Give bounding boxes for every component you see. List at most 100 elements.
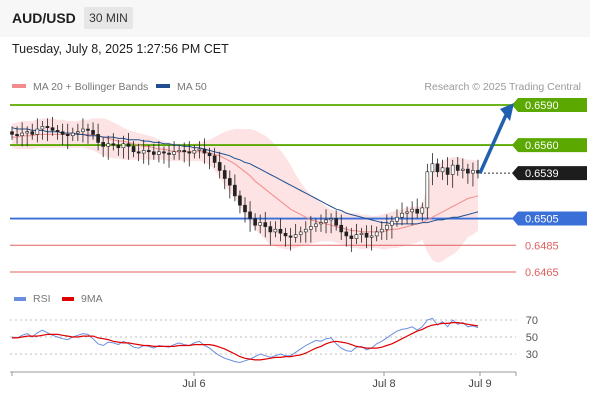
- candle: [303, 221, 308, 243]
- rsi-tick-30: 30: [526, 349, 538, 361]
- rsi-tick-50: 50: [526, 332, 538, 344]
- candle-body: [60, 131, 65, 135]
- candle-body: [435, 163, 440, 173]
- level-tag-0.6505: [512, 211, 587, 226]
- candle-body: [86, 128, 90, 131]
- bollinger-band: [12, 118, 478, 263]
- candle: [248, 201, 252, 232]
- candle: [131, 141, 136, 158]
- candle: [450, 159, 455, 188]
- candle: [258, 214, 263, 234]
- candle: [374, 226, 379, 242]
- candle-body: [324, 219, 328, 223]
- candle: [359, 227, 364, 243]
- level-label-0.6465: 0.6465: [525, 267, 559, 279]
- candle-body: [136, 151, 141, 154]
- candle-body: [415, 208, 420, 214]
- level-tag-0.6539: [512, 166, 587, 181]
- candle: [146, 145, 151, 166]
- rsi-legend-label-1: 9MA: [81, 293, 103, 305]
- candle: [466, 163, 470, 184]
- candle-body: [187, 151, 192, 154]
- candle: [106, 135, 111, 160]
- candle: [162, 146, 166, 164]
- candle: [309, 215, 313, 243]
- candle: [278, 218, 283, 242]
- candle-body: [450, 164, 455, 175]
- candle: [349, 227, 354, 252]
- candle-body: [374, 231, 379, 237]
- candle: [385, 214, 389, 240]
- candle: [379, 221, 384, 240]
- symbol-label: AUD/USD: [12, 10, 76, 26]
- candle-body: [20, 132, 24, 137]
- candle-body: [440, 167, 445, 173]
- level-label-0.6560: 0.6560: [525, 140, 559, 152]
- candle-body: [273, 228, 278, 233]
- rsi-ma-line: [12, 322, 479, 361]
- rsi-legend-label-0: RSI: [33, 293, 51, 305]
- timestamp: Tuesday, July 8, 2025 1:27:56 PM CET: [12, 42, 229, 56]
- candle: [20, 122, 24, 147]
- candle-body: [405, 211, 409, 214]
- candle-body: [45, 126, 50, 129]
- candle-body: [55, 130, 60, 133]
- candle-body: [70, 132, 75, 137]
- credit-text: Research © 2025 Trading Central: [424, 81, 581, 93]
- candle-body: [354, 234, 359, 239]
- candle-body: [111, 143, 116, 146]
- candle-body: [227, 178, 232, 186]
- candle: [136, 143, 141, 162]
- candle-body: [344, 231, 349, 237]
- candle-body: [263, 222, 268, 227]
- candle: [344, 226, 349, 247]
- candle: [263, 211, 268, 238]
- candle-body: [364, 232, 369, 238]
- candle-body: [385, 224, 389, 230]
- candle-body: [369, 235, 374, 238]
- candle: [141, 139, 146, 164]
- timeframe-badge[interactable]: 30 MIN: [84, 7, 133, 29]
- candle: [192, 145, 197, 159]
- candle-body: [30, 131, 35, 135]
- candle-body: [425, 171, 430, 209]
- candle: [334, 210, 338, 231]
- candle-body: [460, 168, 465, 171]
- candle: [420, 202, 425, 222]
- candle-body: [329, 218, 333, 221]
- candle-body: [309, 226, 313, 230]
- candle: [167, 145, 171, 168]
- candle-body: [116, 144, 121, 149]
- candle-body: [400, 212, 404, 218]
- candle: [25, 126, 30, 147]
- candle-body: [121, 143, 126, 149]
- candle: [96, 123, 100, 151]
- candle-body: [50, 127, 55, 131]
- candle: [202, 138, 207, 164]
- level-label-0.6505: 0.6505: [525, 214, 559, 226]
- candle: [233, 174, 237, 202]
- ma20-line: [12, 133, 479, 233]
- candle: [430, 153, 435, 186]
- candle-body: [91, 130, 95, 135]
- candle-body: [390, 220, 394, 226]
- candle-body: [420, 207, 425, 214]
- candle: [354, 223, 359, 244]
- candle: [268, 221, 273, 246]
- candle: [369, 225, 374, 251]
- candle: [177, 145, 181, 160]
- candle: [217, 151, 222, 179]
- projection-arrow-shaft: [478, 114, 508, 174]
- candle: [111, 133, 116, 151]
- candle-body: [172, 151, 176, 155]
- candle-body: [222, 170, 227, 179]
- candle: [65, 123, 70, 150]
- candle-body: [283, 232, 288, 237]
- candle: [253, 213, 257, 231]
- candle: [172, 141, 176, 160]
- candle-body: [466, 168, 470, 174]
- candle: [395, 209, 399, 227]
- candle-body: [359, 232, 364, 235]
- candle: [283, 227, 288, 247]
